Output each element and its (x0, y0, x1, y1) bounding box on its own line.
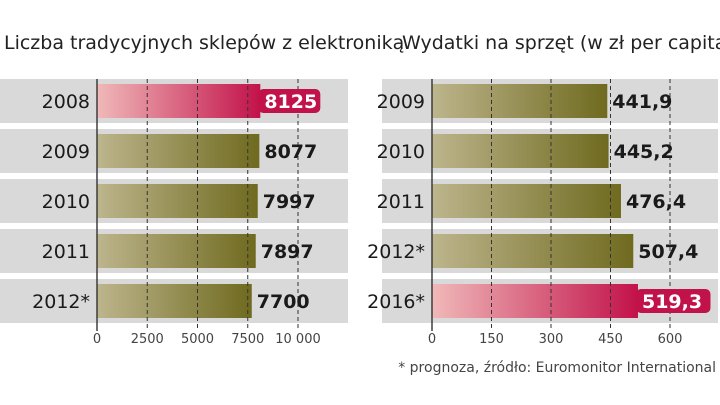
right-value-label-4: 519,3 (642, 291, 702, 313)
left-bar-chart: 2008 2009 2010 2011 2012* 8125 8077 7997 7897 770… (0, 79, 348, 347)
right-tick-label: 450 (598, 332, 623, 347)
left-tick-label: 0 (93, 332, 101, 347)
left-tick-label: 2500 (131, 332, 164, 347)
right-bar-1 (432, 134, 609, 168)
left-category-label: 2010 (42, 191, 90, 213)
left-category-label: 2008 (42, 91, 90, 113)
left-value-label-4: 7700 (257, 291, 310, 313)
right-value-label-0: 441,9 (612, 91, 672, 113)
left-bar-3 (97, 234, 256, 268)
right-tick-label: 0 (428, 332, 436, 347)
left-value-label-2: 7997 (263, 191, 316, 213)
right-tick-label: 150 (479, 332, 504, 347)
right-bar-4 (432, 284, 638, 318)
right-tick-label: 300 (539, 332, 564, 347)
left-tick-label: 10 000 (275, 332, 321, 347)
right-tick-label: 600 (658, 332, 683, 347)
left-category-label: 2011 (42, 241, 90, 263)
right-bar-2 (432, 184, 621, 218)
right-bar-chart: 2009 2010 2011 2012* 2016* 441,9 445,2 476,4 507… (367, 79, 718, 347)
right-value-label-3: 507,4 (638, 241, 698, 263)
right-highlight-label-bg (635, 289, 711, 313)
left-category-label: 2009 (42, 141, 90, 163)
right-category-label: 2010 (377, 141, 425, 163)
left-tick-label: 5000 (181, 332, 214, 347)
footnote: * prognoza, źródło: Euromonitor Internat… (398, 360, 716, 376)
right-category-label: 2009 (377, 91, 425, 113)
right-bar-3 (432, 234, 634, 268)
left-tick-label: 7500 (231, 332, 264, 347)
left-value-label-0: 8125 (264, 91, 317, 113)
right-category-label: 2016* (367, 291, 425, 313)
left-value-label-3: 7897 (261, 241, 314, 263)
left-bar-0 (97, 84, 261, 118)
right-bar-0 (432, 84, 608, 118)
right-value-label-1: 445,2 (614, 141, 674, 163)
right-category-label: 2012* (367, 241, 425, 263)
left-highlight-label-bg (258, 89, 321, 113)
right-category-label: 2011 (377, 191, 425, 213)
right-value-label-2: 476,4 (626, 191, 686, 213)
left-value-label-1: 8077 (264, 141, 317, 163)
right-chart-title: Wydatki na sprzęt (w zł per capita) (402, 32, 720, 54)
left-chart-title: Liczba tradycyjnych sklepów z elektronik… (4, 32, 404, 54)
left-category-label: 2012* (32, 291, 90, 313)
left-bar-1 (97, 134, 260, 168)
left-bar-2 (97, 184, 258, 218)
left-bar-4 (97, 284, 252, 318)
